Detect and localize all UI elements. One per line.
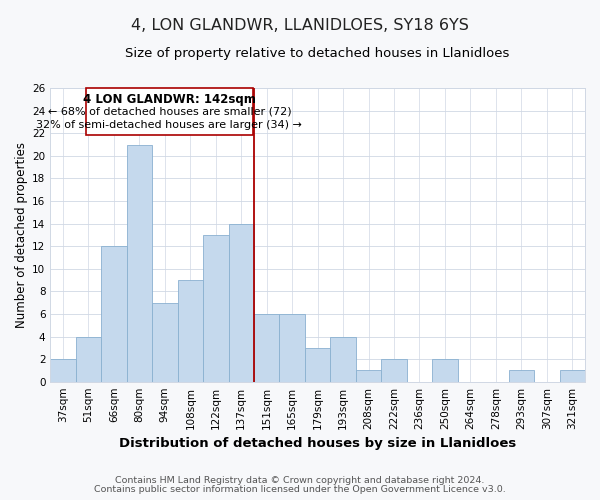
Bar — [127, 144, 152, 382]
Bar — [203, 235, 229, 382]
Text: ← 68% of detached houses are smaller (72): ← 68% of detached houses are smaller (72… — [47, 106, 291, 116]
Bar — [101, 246, 127, 382]
Bar — [509, 370, 534, 382]
Bar — [381, 359, 407, 382]
Bar — [560, 370, 585, 382]
Bar — [356, 370, 381, 382]
Bar — [76, 336, 101, 382]
X-axis label: Distribution of detached houses by size in Llanidloes: Distribution of detached houses by size … — [119, 437, 516, 450]
Y-axis label: Number of detached properties: Number of detached properties — [15, 142, 28, 328]
Title: Size of property relative to detached houses in Llanidloes: Size of property relative to detached ho… — [125, 48, 510, 60]
Text: Contains public sector information licensed under the Open Government Licence v3: Contains public sector information licen… — [94, 485, 506, 494]
FancyBboxPatch shape — [86, 88, 253, 136]
Bar — [305, 348, 331, 382]
Bar — [178, 280, 203, 382]
Text: Contains HM Land Registry data © Crown copyright and database right 2024.: Contains HM Land Registry data © Crown c… — [115, 476, 485, 485]
Bar — [50, 359, 76, 382]
Bar — [152, 302, 178, 382]
Text: 4, LON GLANDWR, LLANIDLOES, SY18 6YS: 4, LON GLANDWR, LLANIDLOES, SY18 6YS — [131, 18, 469, 32]
Text: 32% of semi-detached houses are larger (34) →: 32% of semi-detached houses are larger (… — [37, 120, 302, 130]
Bar — [331, 336, 356, 382]
Bar — [280, 314, 305, 382]
Bar — [229, 224, 254, 382]
Bar — [432, 359, 458, 382]
Text: 4 LON GLANDWR: 142sqm: 4 LON GLANDWR: 142sqm — [83, 92, 256, 106]
Bar — [254, 314, 280, 382]
